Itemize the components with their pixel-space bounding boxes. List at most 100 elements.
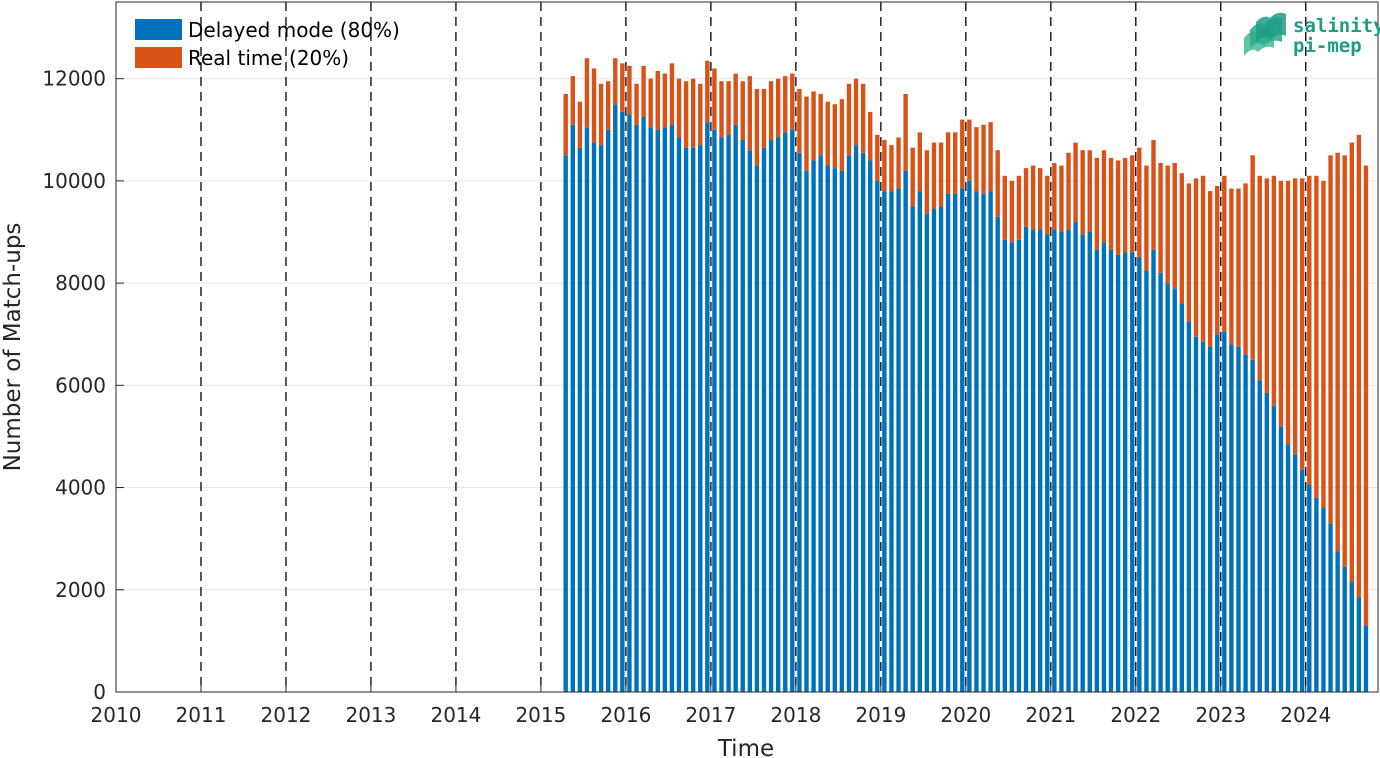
bar-realtime-2017-09 <box>768 81 774 140</box>
bar-realtime-2016-07 <box>669 63 675 125</box>
legend-swatch-realtime <box>135 47 182 68</box>
y-tick-label: 4000 <box>55 476 106 500</box>
x-tick-label: 2019 <box>855 703 906 727</box>
bar-realtime-2015-10 <box>605 81 611 130</box>
bar-delayed-2016-02 <box>634 124 639 692</box>
bar-delayed-2017-06 <box>747 150 753 692</box>
bar-realtime-2021-05 <box>1080 150 1085 235</box>
bar-realtime-2021-03 <box>1066 152 1071 230</box>
bar-realtime-2023-02 <box>1229 188 1234 345</box>
bar-realtime-2016-10 <box>690 78 696 148</box>
bar-realtime-2024-03 <box>1321 180 1326 508</box>
bar-delayed-2021-12 <box>1130 252 1135 692</box>
bar-delayed-2018-09 <box>853 145 859 693</box>
year-separators <box>200 2 1307 692</box>
salinity-pimep-logo: salinity pi-mep <box>1244 12 1380 57</box>
bar-realtime-2017-03 <box>726 81 731 135</box>
bar-delayed-2016-05 <box>655 129 660 692</box>
bar-delayed-2018-12 <box>875 180 880 692</box>
bar-delayed-2023-06 <box>1257 380 1262 692</box>
bar-realtime-2024-08 <box>1356 134 1362 598</box>
y-tick-label: 0 <box>93 680 106 704</box>
bar-delayed-2022-04 <box>1158 272 1163 692</box>
bar-realtime-2018-07 <box>839 99 845 171</box>
bar-delayed-2018-11 <box>868 160 873 692</box>
x-tick-label: 2017 <box>685 703 736 727</box>
bar-realtime-2021-11 <box>1122 157 1128 253</box>
bar-realtime-2022-09 <box>1193 178 1199 337</box>
bar-realtime-2022-08 <box>1186 183 1192 322</box>
x-tick-label: 2020 <box>940 703 991 727</box>
bar-realtime-2016-04 <box>648 78 653 128</box>
bar-realtime-2022-02 <box>1144 165 1149 271</box>
bar-delayed-2020-02 <box>974 191 979 692</box>
bar-realtime-2019-02 <box>889 145 894 192</box>
bar-realtime-2018-12 <box>875 134 880 181</box>
bar-delayed-2024-06 <box>1342 566 1347 692</box>
bar-realtime-2023-10 <box>1285 180 1291 445</box>
bar-realtime-2017-11 <box>783 76 788 133</box>
bar-delayed-2018-01 <box>797 152 802 692</box>
bar-realtime-2024-02 <box>1314 175 1319 498</box>
bar-realtime-2024-09 <box>1363 165 1369 626</box>
legend-label-delayed: Delayed mode (80%) <box>188 18 400 42</box>
bar-realtime-2020-08 <box>1016 175 1022 240</box>
bar-realtime-2019-01 <box>882 140 887 192</box>
bar-realtime-2018-01 <box>797 88 802 153</box>
x-tick-label: 2024 <box>1280 703 1331 727</box>
logo-text-line1: salinity <box>1293 15 1380 37</box>
bar-realtime-2019-08 <box>931 142 937 209</box>
bar-realtime-2022-12 <box>1215 186 1220 335</box>
bar-realtime-2020-05 <box>995 150 1000 217</box>
bar-realtime-2020-12 <box>1045 175 1050 235</box>
bar-realtime-2022-05 <box>1165 165 1170 284</box>
x-tick-label: 2015 <box>515 703 566 727</box>
bar-delayed-2024-09 <box>1363 625 1369 692</box>
bar-delayed-2024-08 <box>1356 597 1362 692</box>
bar-delayed-2021-07 <box>1094 249 1100 692</box>
x-tick-label: 2013 <box>345 703 396 727</box>
bar-delayed-2020-03 <box>981 193 986 692</box>
bar-realtime-2016-08 <box>676 78 682 138</box>
bar-delayed-2024-01 <box>1307 485 1312 692</box>
bar-realtime-2018-10 <box>860 83 866 153</box>
legend: Delayed mode (80%) Real time (20%) <box>135 18 400 70</box>
bar-delayed-2016-09 <box>683 147 689 692</box>
bar-delayed-2022-11 <box>1207 347 1213 692</box>
bar-delayed-2020-01 <box>967 180 972 692</box>
bar-delayed-2020-07 <box>1009 242 1015 692</box>
bar-delayed-2022-03 <box>1151 249 1156 692</box>
bar-realtime-2021-06 <box>1087 150 1092 232</box>
bar-realtime-2020-01 <box>967 119 972 181</box>
bar-realtime-2022-07 <box>1179 173 1185 304</box>
bar-realtime-2020-02 <box>974 127 979 192</box>
bar-delayed-2023-04 <box>1243 354 1248 692</box>
legend-label-realtime: Real time (20%) <box>188 46 349 70</box>
bar-delayed-2017-12 <box>790 129 795 692</box>
x-tick-label: 2010 <box>91 703 142 727</box>
bar-realtime-2021-10 <box>1115 160 1121 255</box>
y-tick-label: 10000 <box>42 169 106 193</box>
x-tick-label: 2023 <box>1195 703 1246 727</box>
x-tick-label: 2021 <box>1025 703 1076 727</box>
bar-realtime-2022-06 <box>1172 163 1177 289</box>
bar-delayed-2024-02 <box>1314 497 1319 692</box>
bar-delayed-2017-02 <box>719 137 724 692</box>
bar-delayed-2019-10 <box>945 193 951 692</box>
bar-realtime-2016-11 <box>698 83 703 146</box>
bar-delayed-2016-11 <box>698 145 703 693</box>
bar-delayed-2015-04 <box>563 155 568 693</box>
bar-delayed-2019-11 <box>953 193 958 692</box>
bar-realtime-2020-03 <box>981 124 986 194</box>
bar-realtime-2017-06 <box>747 76 753 151</box>
bar-delayed-2015-08 <box>591 142 597 693</box>
bar-delayed-2019-03 <box>896 188 901 693</box>
bar-realtime-2018-05 <box>825 101 830 166</box>
bar-delayed-2023-12 <box>1300 469 1305 692</box>
bar-delayed-2017-05 <box>740 140 745 692</box>
bar-delayed-2021-04 <box>1073 221 1078 692</box>
bar-realtime-2018-09 <box>853 78 859 146</box>
bar-realtime-2020-06 <box>1002 175 1007 240</box>
bar-realtime-2018-04 <box>818 94 823 156</box>
